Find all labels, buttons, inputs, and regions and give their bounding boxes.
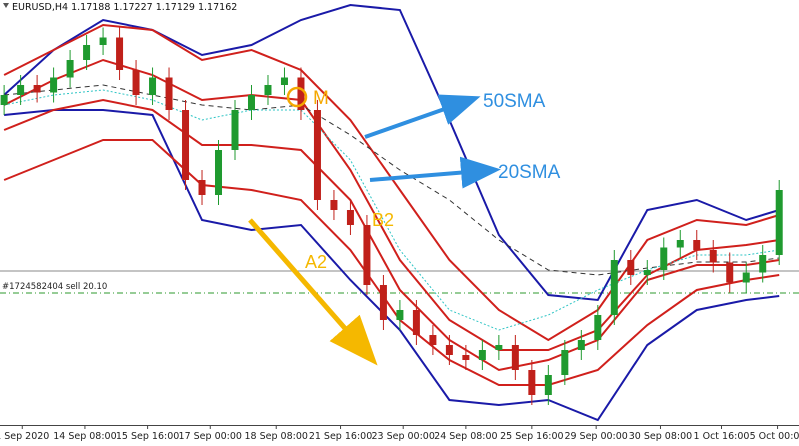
candle-body (627, 260, 635, 275)
candle-body (264, 85, 272, 95)
candle-body (99, 37, 107, 45)
candle-body (149, 77, 157, 95)
x-tick-label: 21 Sep 16:00 (309, 431, 372, 442)
x-tick-label: 1 Oct 16:00 (694, 431, 750, 442)
chart-title: EURUSD,H4 1.17188 1.17227 1.17129 1.1716… (12, 2, 237, 13)
candle-body (215, 150, 223, 195)
candle-body (0, 95, 8, 105)
candle-body (280, 77, 288, 85)
candle-body (379, 285, 387, 320)
indicator-line (3, 23, 780, 342)
candle-body (643, 270, 651, 275)
annotation: B2 (372, 210, 394, 230)
x-tick-label: 18 Sep 08:00 (245, 431, 308, 442)
x-tick-label: 25 Sep 16:00 (500, 431, 563, 442)
candle-body (66, 60, 74, 78)
x-tick-label: 29 Sep 00:00 (564, 431, 627, 442)
candle-body (726, 262, 734, 283)
annotation: 50SMA (483, 91, 546, 112)
arrow (369, 156, 501, 189)
candle-body (693, 240, 701, 250)
icon (3, 3, 9, 8)
x-tick-label: 14 Sep 08:00 (53, 431, 116, 442)
candle-body (495, 345, 503, 350)
x-tick-label: 5 Oct 00:00 (750, 431, 799, 442)
plot-area: #1724582404 sell 20.10 (0, 3, 799, 422)
order-label: #1724582404 sell 20.10 (2, 282, 107, 292)
candle-body (165, 77, 173, 110)
candle-body (412, 310, 420, 335)
candle-body (742, 272, 750, 283)
candle-body (759, 255, 767, 273)
x-tick-label: 23 Sep 00:00 (371, 431, 434, 442)
candle-body (660, 247, 668, 270)
candle-body (363, 225, 371, 285)
candle-body (577, 340, 585, 350)
annotations: M 50SMA 20SMA B2 A2 (248, 86, 561, 366)
candle-body (544, 375, 552, 395)
candle-body (198, 180, 206, 195)
x-tick-label: 1 Sep 2020 (0, 431, 49, 442)
candle-body (50, 77, 58, 93)
candle-body (396, 310, 404, 320)
candle-body (528, 370, 536, 395)
candle-body (462, 355, 470, 360)
x-tick-label: 17 Sep 00:00 (179, 431, 242, 442)
indicator-line (3, 3, 780, 302)
annotation: A2 (305, 252, 327, 272)
candle-body (231, 110, 239, 150)
candle-body (676, 240, 684, 248)
candle-body (478, 350, 486, 360)
candle-body (709, 250, 717, 263)
arrow (248, 218, 378, 366)
candle-body (346, 210, 354, 225)
annotation: M (313, 88, 329, 109)
candle-body (445, 345, 453, 355)
candle-body (775, 190, 783, 255)
candle-body (594, 315, 602, 340)
candle-body (610, 260, 618, 315)
candle-body (511, 345, 519, 370)
x-tick-label: 30 Sep 08:00 (629, 431, 692, 442)
candle-body (132, 70, 140, 95)
annotation: 20SMA (498, 162, 561, 183)
candle-body (330, 200, 338, 210)
candle-body (247, 95, 255, 110)
candle-body (429, 335, 437, 345)
candle-body (17, 85, 25, 95)
candle-body (561, 350, 569, 375)
candle-body (116, 37, 124, 70)
candle-body (313, 110, 321, 200)
x-tick-label: 24 Sep 08:00 (434, 431, 497, 442)
candle-body (33, 85, 41, 93)
arrow (364, 94, 481, 139)
candle-body (297, 77, 305, 110)
marker-circle (286, 86, 308, 108)
x-tick-label: 15 Sep 16:00 (116, 431, 179, 442)
candle-body (83, 45, 91, 60)
candle-body (182, 110, 190, 180)
